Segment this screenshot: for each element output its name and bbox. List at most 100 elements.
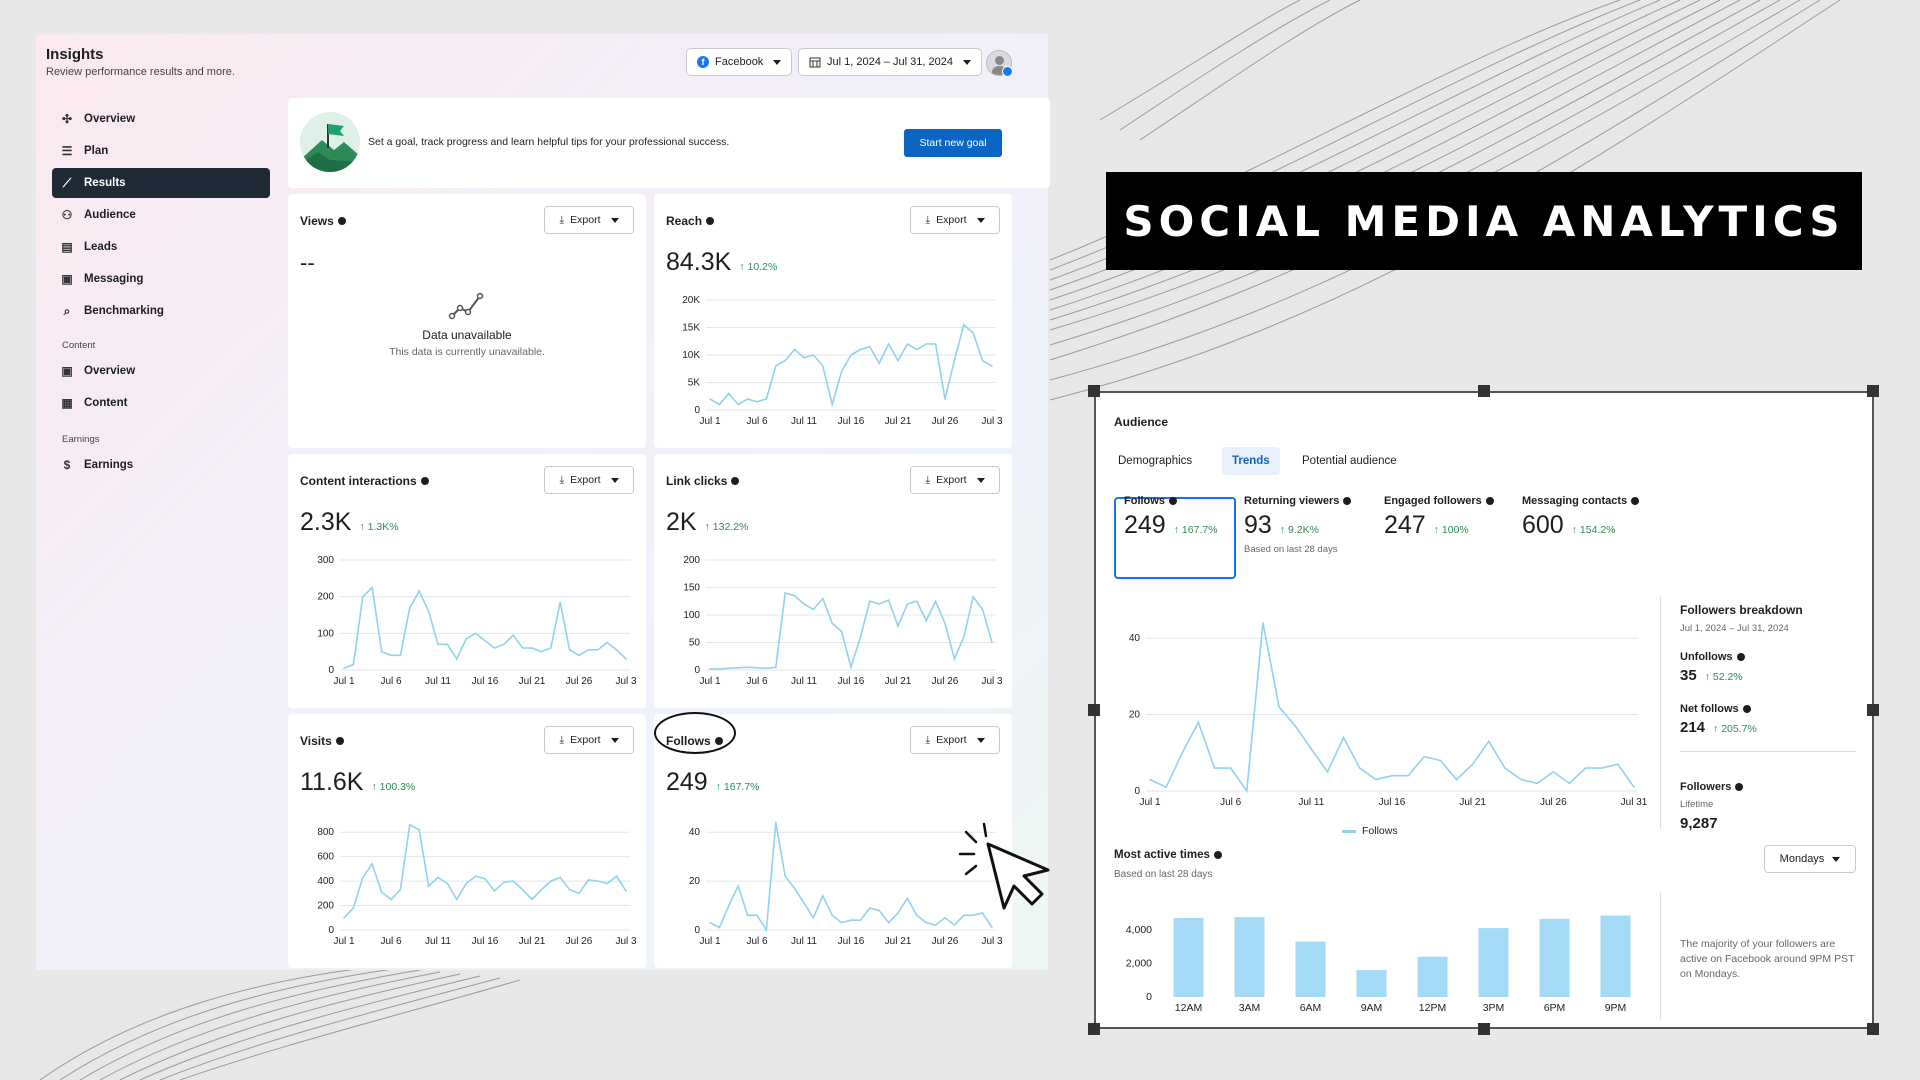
tab-potential-audience[interactable]: Potential audience xyxy=(1302,455,1397,467)
data-point xyxy=(1326,771,1329,773)
export-button[interactable]: ⤓ Export xyxy=(544,466,634,494)
day-select[interactable]: Mondays xyxy=(1764,845,1856,873)
visits-line-chart: 0 200 400 600 800 Jul 1 Jul 6 Jul 11 Jul 16 Jul 2… xyxy=(317,823,637,947)
stat-messaging-contacts[interactable]: Messaging contacts 600 ↑ 154.2% xyxy=(1522,495,1640,540)
x-tick-label: 6AM xyxy=(1300,1002,1322,1014)
data-point xyxy=(972,914,974,917)
y-tick-label: 4,000 xyxy=(1126,924,1152,936)
sidebar-item-overview[interactable]: ✣ Overview xyxy=(52,104,270,134)
data-point xyxy=(963,636,965,638)
sidebar-item-leads[interactable]: ▤ Leads xyxy=(52,232,270,262)
sidebar-item-content-overview[interactable]: ▣ Overview xyxy=(52,356,270,386)
sidebar-item-benchmarking[interactable]: ⌕ Benchmarking xyxy=(52,296,270,326)
export-button[interactable]: ⤓ Export xyxy=(544,726,634,754)
sidebar-item-audience[interactable]: ⚇ Audience xyxy=(52,200,270,230)
data-point xyxy=(625,658,627,660)
info-icon[interactable] xyxy=(706,217,715,225)
x-tick-label: Jul 1 xyxy=(699,936,721,947)
data-point xyxy=(493,647,496,649)
reach-card: Reach ⤓ Export 84.3K ↑ 10.2% 0 5K 10K 15K 20K J… xyxy=(654,194,1012,448)
data-point xyxy=(850,666,852,669)
sidebar-item-label: Benchmarking xyxy=(84,305,164,317)
data-point xyxy=(746,398,749,400)
data-point xyxy=(991,926,993,929)
resize-handle[interactable] xyxy=(1478,1023,1490,1035)
reach-change: ↑ 10.2% xyxy=(739,261,778,273)
stat-returning-viewers[interactable]: Returning viewers 93 ↑ 9.2K% Based on las… xyxy=(1244,495,1352,555)
data-point xyxy=(1407,774,1409,777)
resize-handle[interactable] xyxy=(1088,704,1100,716)
resize-handle[interactable] xyxy=(1478,385,1490,397)
followers-breakdown-title: Followers breakdown xyxy=(1680,603,1803,617)
y-tick-label: 40 xyxy=(1129,633,1141,644)
x-tick-label: Jul 3 xyxy=(981,676,1003,687)
x-tick-label: Jul 11 xyxy=(1298,797,1324,808)
data-point xyxy=(1536,782,1538,785)
info-icon[interactable] xyxy=(731,477,740,485)
info-icon xyxy=(1485,497,1494,505)
stat-follows[interactable]: Follows 249 ↑ 167.7% xyxy=(1124,495,1218,539)
x-tick-label: Jul 26 xyxy=(566,936,593,947)
content-interactions-line-chart: 0 100 200 300 Jul 1 Jul 6 Jul 11 Jul 16 Jul 21 Ju… xyxy=(317,555,637,687)
dollar-icon: $ xyxy=(63,458,71,472)
start-new-goal-button[interactable]: Start new goal xyxy=(904,129,1002,157)
tab-demographics[interactable]: Demographics xyxy=(1118,455,1193,467)
data-point xyxy=(822,365,824,367)
data-point xyxy=(1229,767,1232,769)
link-clicks-line-chart: 0 50 100 150 200 Jul 1 Jul 6 Jul 11 Jul 16 Jul 21… xyxy=(683,555,1003,687)
data-point xyxy=(1504,767,1506,769)
data-point xyxy=(784,875,786,878)
stat-engaged-followers[interactable]: Engaged followers 247 ↑ 100% xyxy=(1384,495,1494,540)
data-point xyxy=(550,647,552,649)
info-icon[interactable] xyxy=(335,737,344,745)
data-point xyxy=(1584,767,1587,769)
sidebar-item-results[interactable]: ⟋ Results xyxy=(52,168,270,198)
reach-title: Reach xyxy=(666,214,715,228)
export-button[interactable]: ⤓ Export xyxy=(910,206,1000,234)
data-point xyxy=(728,667,730,670)
resize-handle[interactable] xyxy=(1088,1023,1100,1035)
info-icon[interactable] xyxy=(337,217,346,225)
data-point xyxy=(718,668,721,670)
export-button[interactable]: ⤓ Export xyxy=(910,466,1000,494)
y-tick-label: 50 xyxy=(689,638,701,649)
cursor-click-icon xyxy=(958,822,1050,910)
data-point xyxy=(1294,725,1296,727)
export-button[interactable]: ⤓ Export xyxy=(910,726,1000,754)
sidebar-item-content[interactable]: ▦ Content xyxy=(52,388,270,418)
data-point xyxy=(756,667,758,669)
date-range-select[interactable]: Jul 1, 2024 – Jul 31, 2024 xyxy=(798,48,982,76)
data-point xyxy=(1310,748,1313,750)
platform-label: Facebook xyxy=(715,56,764,68)
tab-trends[interactable]: Trends xyxy=(1222,447,1280,475)
data-point xyxy=(831,622,833,625)
x-tick-label: Jul 16 xyxy=(1379,797,1406,808)
data-point xyxy=(850,354,852,356)
chevron-down-icon xyxy=(610,737,619,743)
sidebar-item-earnings[interactable]: $ Earnings xyxy=(52,450,270,480)
data-point xyxy=(615,649,618,651)
resize-handle[interactable] xyxy=(1867,385,1879,397)
highlight-circle xyxy=(654,712,736,754)
divider xyxy=(1680,751,1856,752)
data-point xyxy=(709,398,711,400)
sidebar-item-messaging[interactable]: ▣ Messaging xyxy=(52,264,270,294)
export-button[interactable]: ⤓ Export xyxy=(544,206,634,234)
data-point xyxy=(559,876,561,879)
resize-handle[interactable] xyxy=(1088,385,1100,397)
sidebar-item-plan[interactable]: ☰ Plan xyxy=(52,136,270,166)
data-point xyxy=(1213,767,1216,769)
sidebar-item-label: Overview xyxy=(84,365,136,377)
y-tick-label: 150 xyxy=(683,583,700,594)
platform-select[interactable]: f Facebook xyxy=(686,48,793,76)
resize-handle[interactable] xyxy=(1867,704,1879,716)
content-interactions-value: 2.3K ↑ 1.3K% xyxy=(300,508,399,536)
most-active-note: The majority of your followers are activ… xyxy=(1680,938,1855,981)
most-active-times-title: Most active times xyxy=(1114,849,1222,861)
audience-panel: Audience Demographics Trends Potential a… xyxy=(1094,391,1874,1029)
data-point xyxy=(925,921,927,924)
x-tick-label: Jul 11 xyxy=(425,676,451,687)
info-icon[interactable] xyxy=(420,477,429,485)
resize-handle[interactable] xyxy=(1867,1023,1879,1035)
data-point xyxy=(380,891,383,893)
